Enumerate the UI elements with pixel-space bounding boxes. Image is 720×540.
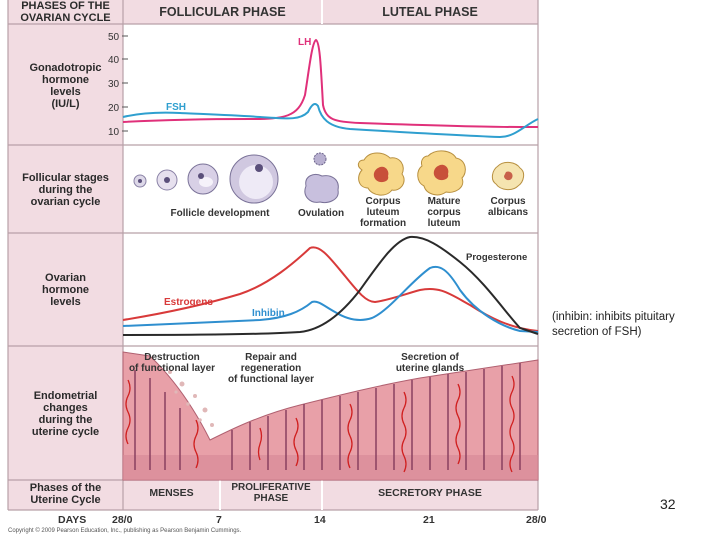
secretory-phase-label: SECRETORY PHASE [378,487,482,499]
estrogen-curve [122,246,539,332]
progesterone-curve [122,235,539,336]
menses-label: MENSES [149,487,194,499]
basal-layer [123,455,538,480]
inhibin-label: Inhibin [252,308,285,319]
ovulation-drawing [304,152,339,203]
y-tick-50: 50 [108,32,120,43]
lh-curve [122,38,538,128]
day-tick-21: 21 [423,514,435,526]
row-label-gonadotropic: Gonadotropic hormone levels (IU/L) [29,62,102,110]
follicle-development-label: Follicle development [170,208,270,219]
luteal-phase-header: LUTEAL PHASE [382,5,478,19]
row-label-endometrial: Endometrial changes during the uterine cycl… [31,390,100,438]
y-tick-40: 40 [108,55,120,66]
endometrium-tissue [122,351,539,481]
title-line-2: OVARIAN CYCLE [20,12,111,24]
secondary-follicle [187,163,219,195]
destruction-label: Destruction of functional layer [128,352,216,374]
corpus-albicans-drawing [491,161,525,191]
spiral-arteries [125,375,515,473]
day-tick-7: 7 [216,514,222,526]
row-label-follicular-stages: Follicular stages during the ovarian cycle [22,172,109,208]
row-label-uterine-phases: Phases of the Uterine Cycle [29,482,102,506]
slide-number: 32 [660,496,676,512]
day-tick-0: 28/0 [112,514,133,526]
menstrual-debris [168,370,214,427]
repair-regeneration-label: Repair and regeneration of functional laye… [227,352,315,385]
chart-title: PHASES OF THE OVARIAN CYCLE [8,0,123,24]
mature-corpus-luteum-label: Mature corpus luteum [427,196,461,229]
row-label-ovarian-hormones: Ovarian hormone levels [41,272,90,308]
day-tick-28: 28/0 [526,514,547,526]
corpus-luteum-formation-drawing [357,152,405,196]
ovulation-label: Ovulation [297,208,345,219]
secretion-label: Secretion of uterine glands [395,352,465,374]
corpus-albicans-label: Corpus albicans [487,196,529,218]
proliferative-phase-label: PROLIFERATIVE PHASE [231,482,311,504]
estrogens-label: Estrogens [164,297,213,308]
days-label: DAYS [58,514,87,526]
title-line-1: PHASES OF THE [21,0,110,12]
follicular-phase-header: FOLLICULAR PHASE [159,5,286,19]
y-tick-10: 10 [108,127,120,138]
y-tick-30: 30 [108,79,120,90]
primordial-follicle [133,174,147,188]
fsh-label: FSH [166,102,186,113]
inhibin-note: (inhibin: inhibits pituitary secretion o… [552,311,675,338]
primary-follicle [156,169,178,191]
mature-corpus-luteum-drawing [417,150,466,196]
fsh-curve [122,103,539,139]
mature-follicle [229,154,279,204]
copyright-notice: Copyright © 2009 Pearson Education, Inc.… [8,528,242,534]
inhibin-curve [122,265,539,333]
day-tick-14: 14 [314,514,326,526]
corpus-luteum-formation-label: Corpus luteum formation [359,196,407,229]
lh-label: LH [298,37,311,48]
progesterone-label: Progesterone [466,252,527,263]
uterine-glands [134,363,521,470]
y-tick-20: 20 [108,103,120,114]
